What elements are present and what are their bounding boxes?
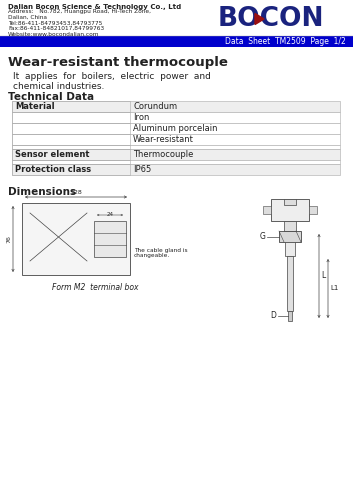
- Text: chemical industries.: chemical industries.: [13, 82, 104, 91]
- Bar: [12, 149, 130, 160]
- Text: BOCON: BOCON: [218, 6, 324, 32]
- Bar: [94, 221, 126, 257]
- Bar: [287, 256, 293, 311]
- Text: Corundum: Corundum: [133, 102, 177, 111]
- Bar: [12, 123, 340, 134]
- Text: Wear-resistant thermocouple: Wear-resistant thermocouple: [8, 56, 228, 69]
- Text: Iron: Iron: [133, 113, 149, 122]
- Bar: [284, 221, 296, 231]
- Text: Form M2  terminal box: Form M2 terminal box: [52, 283, 138, 292]
- Bar: [285, 242, 295, 256]
- Bar: [12, 112, 130, 123]
- Bar: [12, 149, 340, 160]
- Text: The cable gland is
changeable.: The cable gland is changeable.: [134, 248, 188, 258]
- Bar: [279, 231, 301, 242]
- Text: Protection class: Protection class: [15, 165, 91, 174]
- Bar: [12, 164, 130, 175]
- Text: Thermocouple: Thermocouple: [133, 150, 193, 159]
- Bar: [22, 203, 130, 275]
- Bar: [309, 206, 317, 214]
- Bar: [12, 101, 130, 112]
- Text: It  applies  for  boilers,  electric  power  and: It applies for boilers, electric power a…: [13, 72, 211, 81]
- Text: Website:www.bocondalian.com: Website:www.bocondalian.com: [8, 32, 100, 36]
- Bar: [12, 145, 340, 149]
- Text: Dalian Bocon Science & Technology Co., Ltd: Dalian Bocon Science & Technology Co., L…: [8, 4, 181, 10]
- Bar: [288, 311, 292, 321]
- Text: Sensor element: Sensor element: [15, 150, 90, 159]
- Text: L1: L1: [330, 286, 339, 292]
- Bar: [0, 36, 353, 47]
- Bar: [263, 206, 271, 214]
- Text: Dimensions: Dimensions: [8, 187, 76, 197]
- Bar: [12, 160, 130, 164]
- Bar: [12, 112, 340, 123]
- Text: IP65: IP65: [133, 165, 151, 174]
- Bar: [12, 164, 340, 175]
- Text: Aluminum porcelain: Aluminum porcelain: [133, 124, 217, 133]
- Text: Material: Material: [15, 102, 55, 111]
- Text: D: D: [270, 312, 276, 320]
- Text: L: L: [321, 272, 325, 280]
- Text: Tel:86-411-84793453,84793775: Tel:86-411-84793453,84793775: [8, 20, 102, 25]
- Bar: [12, 101, 340, 112]
- Text: Technical Data: Technical Data: [8, 92, 94, 102]
- Bar: [284, 199, 296, 205]
- Text: 24: 24: [107, 212, 114, 217]
- Text: Address:   No.782, Huangpu Road, Hi-Tech Zone,: Address: No.782, Huangpu Road, Hi-Tech Z…: [8, 10, 151, 14]
- Bar: [12, 134, 340, 145]
- Bar: [12, 145, 130, 149]
- Text: G: G: [259, 232, 265, 241]
- Bar: [12, 134, 130, 145]
- Bar: [12, 160, 340, 164]
- Text: 76: 76: [6, 235, 11, 243]
- Text: Dalian, China: Dalian, China: [8, 15, 47, 20]
- Text: Wear-resistant: Wear-resistant: [133, 135, 194, 144]
- Bar: [12, 123, 130, 134]
- Text: Data  Sheet  TM2509  Page  1/2: Data Sheet TM2509 Page 1/2: [225, 37, 346, 46]
- Text: Fax:86-411-84821017,84799763: Fax:86-411-84821017,84799763: [8, 26, 104, 31]
- Bar: [271, 199, 309, 221]
- Text: 128: 128: [70, 190, 82, 195]
- Polygon shape: [255, 14, 264, 24]
